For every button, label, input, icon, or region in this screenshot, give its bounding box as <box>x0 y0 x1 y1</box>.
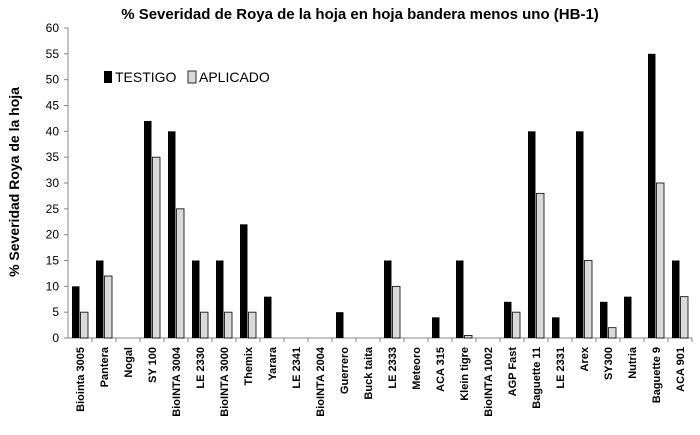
x-tick-label: Baguette 9 <box>651 347 663 403</box>
x-tick-label: LE 2331 <box>555 347 567 389</box>
x-tick-label: Buck taita <box>363 346 375 399</box>
x-tick-label: BioINTA 2004 <box>315 346 327 417</box>
bar-testigo <box>384 260 392 338</box>
x-tick-label: BioINTA 3000 <box>219 347 231 417</box>
y-tick-label: 20 <box>46 228 60 242</box>
bar-testigo <box>528 131 536 338</box>
legend-swatch-aplicado <box>187 70 197 84</box>
x-tick-label: Pantera <box>99 346 111 387</box>
bar-testigo <box>96 260 104 338</box>
x-tick-label: Baguette 11 <box>531 347 543 409</box>
x-tick-label: LE 2330 <box>195 347 207 389</box>
y-tick-label: 50 <box>46 73 60 87</box>
legend-label-aplicado: APLICADO <box>199 69 270 85</box>
x-tick-label: Meteoro <box>411 347 423 390</box>
x-tick-label: Themix <box>243 346 255 385</box>
chart-title: % Severidad de Roya de la hoja en hoja b… <box>121 6 599 23</box>
x-tick-label: ACA 315 <box>435 347 447 392</box>
bar-aplicado <box>392 285 401 339</box>
x-tick-label: Klein tigre <box>459 347 471 401</box>
y-tick-label: 55 <box>46 47 60 61</box>
bar-testigo <box>552 317 560 338</box>
y-tick-label: 40 <box>46 124 60 138</box>
x-tick-label: Nogal <box>123 347 135 378</box>
y-tick-label: 45 <box>46 99 60 113</box>
bar-aplicado <box>176 208 185 339</box>
y-tick-label: 25 <box>46 202 60 216</box>
y-tick-label: 5 <box>52 305 59 319</box>
bar-aplicado <box>248 311 257 339</box>
bar-testigo <box>624 296 632 338</box>
x-tick-label: SY300 <box>603 347 615 380</box>
legend-swatch-testigo <box>104 71 112 83</box>
y-tick-label: 35 <box>46 150 60 164</box>
bar-aplicado <box>104 275 113 339</box>
y-tick-label: 15 <box>46 254 60 268</box>
bar-aplicado <box>464 335 473 339</box>
bar-aplicado <box>608 327 617 339</box>
x-tick-label: AGP Fast <box>507 347 519 397</box>
bar-testigo <box>240 224 248 338</box>
bar-testigo <box>432 317 440 338</box>
bar-aplicado <box>200 311 209 339</box>
bar-aplicado <box>80 311 89 339</box>
x-tick-label: SY 100 <box>147 347 159 383</box>
bar-aplicado <box>536 192 545 339</box>
x-tick-label: LE 2341 <box>291 347 303 389</box>
bar-testigo <box>192 260 200 338</box>
legend-label-testigo: TESTIGO <box>115 69 177 85</box>
bar-testigo <box>144 121 152 338</box>
bar-aplicado <box>680 296 689 339</box>
y-tick-label: 10 <box>46 279 60 293</box>
bar-testigo <box>216 260 224 338</box>
x-tick-label: Arex <box>579 346 591 371</box>
x-tick-label: Nutria <box>627 346 639 379</box>
bar-testigo <box>264 296 272 338</box>
x-tick-label: LE 2333 <box>387 347 399 389</box>
bar-aplicado <box>224 311 233 339</box>
bar-testigo <box>504 301 512 338</box>
bar-testigo <box>672 260 680 338</box>
x-tick-label: ACA 901 <box>675 347 687 392</box>
plot-area: 0 5 10 15 20 25 30 35 40 45 50 55 60 Biointa 3005 Pant… <box>46 21 693 417</box>
bar-aplicado <box>584 260 593 339</box>
bar-testigo <box>648 53 656 338</box>
x-tick-label: Yarara <box>267 346 279 381</box>
x-tick-label: BioINTA 3004 <box>171 346 183 417</box>
bar-testigo <box>456 260 464 338</box>
bar-testigo <box>72 286 80 338</box>
bar-testigo <box>576 131 584 338</box>
y-tick-label: 0 <box>52 331 59 345</box>
bar-aplicado <box>152 156 161 339</box>
bar-testigo <box>600 301 608 338</box>
bar-testigo <box>336 312 344 338</box>
x-tick-label: Biointa 3005 <box>75 347 87 412</box>
x-tick-label: BioINTA 1002 <box>483 347 495 417</box>
bar-aplicado <box>656 182 665 339</box>
legend: TESTIGO APLICADO <box>104 69 270 85</box>
y-tick-label: 30 <box>46 176 60 190</box>
y-axis-label: % Severidad Roya de la hoja <box>6 87 22 277</box>
y-tick-label: 60 <box>46 21 60 35</box>
bar-aplicado <box>512 311 521 339</box>
x-tick-label: Guerrero <box>339 347 351 394</box>
bar-testigo <box>168 131 176 338</box>
